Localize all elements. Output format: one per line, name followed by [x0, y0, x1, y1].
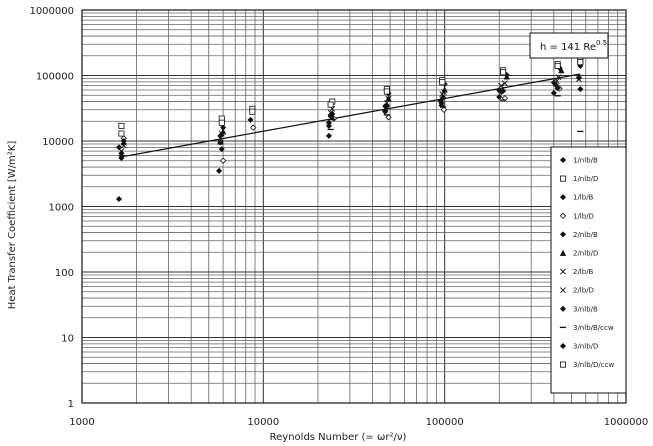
- data-point: [496, 93, 503, 101]
- data-point: [118, 154, 125, 162]
- y-axis-label: Heat Transfer Coefficient [W/m²K]: [7, 141, 18, 310]
- legend-marker: [560, 268, 566, 275]
- series-2-lb-D: [120, 74, 562, 149]
- y-tick-label: 100: [55, 268, 74, 279]
- data-point: [554, 85, 561, 92]
- data-point: [554, 62, 561, 69]
- data-point: [438, 102, 445, 109]
- data-point: [118, 130, 125, 137]
- data-point: [120, 142, 127, 149]
- legend-entry-label: 1/nlb/B: [573, 157, 598, 165]
- data-point: [120, 137, 127, 145]
- data-point: [383, 88, 390, 95]
- data-point: [502, 80, 508, 87]
- data-point: [550, 90, 557, 97]
- data-point: [216, 167, 223, 174]
- data-point: [577, 59, 584, 66]
- data-point: [118, 122, 125, 129]
- data-point: [327, 101, 334, 108]
- data-point: [218, 146, 225, 153]
- annotation-frame: [529, 32, 609, 59]
- data-point: [220, 124, 227, 131]
- legend-marker: [559, 194, 567, 201]
- x-tick-label: 1000: [69, 417, 94, 428]
- data-points: [115, 57, 584, 203]
- data-point: [325, 122, 332, 129]
- legend-entry-label: 1/lb/D: [573, 212, 594, 220]
- series-3-nlb-B: [115, 86, 584, 203]
- data-point: [440, 106, 448, 113]
- legend-entry-label: 1/lb/B: [573, 194, 594, 202]
- legend-items: 1/nlb/B 1/nlb/D 1/lb/B 1/lb/D 2/nlb/B 2/nlb/D…: [559, 156, 614, 369]
- data-point: [325, 132, 332, 139]
- data-point: [217, 135, 224, 142]
- data-point: [500, 87, 507, 95]
- y-tick-label: 10: [61, 334, 74, 345]
- annotation-main: h = 141 Re: [540, 42, 596, 53]
- data-point: [249, 108, 256, 115]
- legend-entry-label: 2/lb/D: [573, 287, 594, 295]
- data-point: [385, 114, 392, 121]
- legend-entry-label: 3/nlb/D/ccw: [573, 361, 614, 369]
- series-3-nlb-D-ccw: [118, 59, 584, 137]
- x-tick-label: 10000: [247, 417, 279, 428]
- legend-entry-label: 3/nlb/B/ccw: [573, 324, 614, 332]
- legend-marker: [559, 231, 567, 238]
- legend-marker: [559, 212, 567, 219]
- data-point: [219, 157, 227, 164]
- y-tick-label: 100000: [36, 72, 74, 83]
- annotation-label: h = 141 Re0.5: [540, 39, 607, 53]
- data-point: [329, 114, 336, 121]
- legend-marker: [560, 287, 566, 294]
- y-tick-label: 1000: [49, 203, 74, 214]
- data-point: [385, 95, 392, 102]
- legend-marker: [559, 156, 567, 164]
- legend-marker: [559, 342, 567, 350]
- legend-marker: [559, 305, 567, 312]
- data-point: [218, 119, 225, 126]
- data-point: [325, 119, 332, 126]
- data-point: [250, 124, 257, 131]
- legend-entry-label: 2/nlb/B: [573, 231, 598, 239]
- data-point: [247, 116, 254, 123]
- data-point: [576, 76, 582, 83]
- legend-marker: [559, 249, 567, 256]
- legend-frame: [550, 146, 627, 394]
- data-point: [577, 86, 584, 93]
- legend: 1/nlb/B 1/nlb/D 1/lb/B 1/lb/D 2/nlb/B 2/nlb/D…: [550, 146, 627, 394]
- annotation-box: h = 141 Re0.5: [529, 32, 609, 59]
- data-point: [118, 148, 125, 155]
- legend-entry-label: 2/lb/B: [573, 268, 594, 276]
- legend-entry-label: 3/nlb/D: [573, 343, 598, 351]
- legend-entry-label: 1/nlb/D: [573, 175, 598, 183]
- data-point: [498, 82, 505, 89]
- data-point: [115, 196, 123, 203]
- series-3-nlb-B-ccw: [118, 95, 584, 157]
- legend-entry-label: 3/nlb/B: [573, 305, 598, 313]
- y-tick-label: 10000: [42, 137, 74, 148]
- data-point: [553, 78, 560, 85]
- data-point: [500, 69, 507, 76]
- data-point: [439, 79, 446, 86]
- x-axis-label: Reynolds Number (= ωr²/ν): [270, 432, 407, 443]
- grid: [81, 10, 626, 404]
- y-tick-label: 1: [68, 399, 74, 410]
- legend-marker: [560, 361, 567, 368]
- data-point: [329, 110, 336, 117]
- y-tick-label: 1000000: [29, 6, 74, 17]
- data-point: [555, 74, 562, 81]
- annotation-superscript: 0.5: [596, 39, 607, 47]
- data-point: [440, 89, 447, 95]
- x-tick-label: 1000000: [604, 417, 649, 428]
- data-point: [383, 100, 390, 106]
- data-point: [115, 144, 123, 151]
- x-tick-label: 100000: [426, 417, 464, 428]
- tick-labels: 1000 10000 100000 1000000 1 10 100 1000 10000 100…: [29, 6, 648, 428]
- legend-entry-label: 2/nlb/D: [573, 250, 598, 258]
- legend-marker: [560, 175, 567, 182]
- series-2-nlb-B: [118, 85, 561, 162]
- data-point: [218, 130, 225, 137]
